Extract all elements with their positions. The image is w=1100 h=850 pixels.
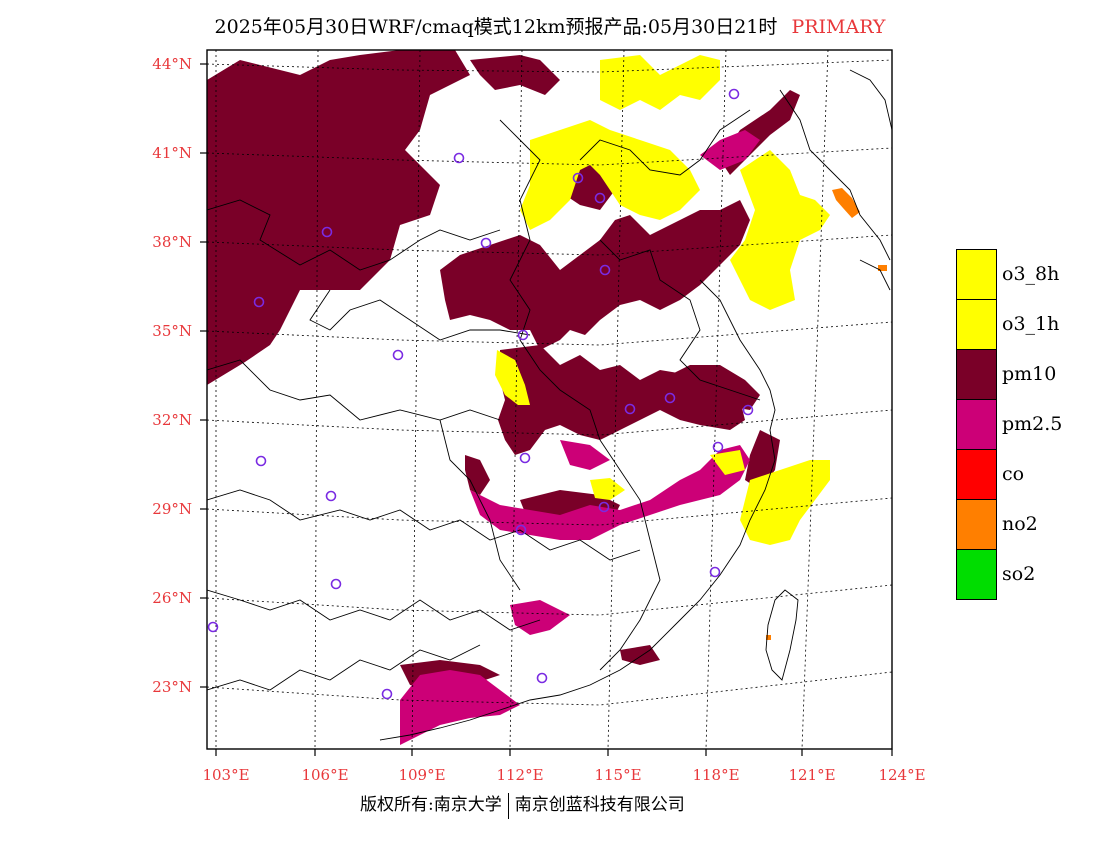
legend-label: co — [1002, 463, 1025, 485]
title-main: 2025年05月30日WRF/cmaq模式12km预报产品:05月30日21时 — [214, 16, 778, 38]
city-marker — [330, 578, 342, 590]
city-marker — [480, 237, 492, 249]
city-marker — [517, 329, 529, 341]
city-marker — [392, 349, 404, 361]
city-marker — [536, 672, 548, 684]
legend-item-pm25: pm2.5 — [956, 399, 1096, 449]
footer-separator — [507, 792, 509, 819]
copyright-footer: 版权所有:南京大学 南京创蓝科技有限公司 — [360, 790, 685, 819]
legend-swatch — [956, 499, 997, 549]
map-frame — [206, 49, 893, 750]
lat-label-38: 38°N — [152, 233, 192, 251]
city-marker — [381, 688, 393, 700]
city-marker — [624, 403, 636, 415]
copyright-left: 版权所有:南京大学 — [360, 795, 502, 815]
legend-swatch — [956, 449, 997, 499]
city-marker — [709, 566, 721, 578]
lon-label-109: 109°E — [398, 766, 446, 784]
map-title: 2025年05月30日WRF/cmaq模式12km预报产品:05月30日21时 P… — [0, 12, 1100, 39]
lat-label-41: 41°N — [152, 144, 192, 162]
city-marker — [742, 404, 754, 416]
title-tag: PRIMARY — [791, 16, 886, 38]
city-marker — [253, 296, 265, 308]
lon-label-106: 106°E — [301, 766, 349, 784]
legend-item-pm10: pm10 — [956, 349, 1096, 399]
legend-item-co: co — [956, 449, 1096, 499]
legend-label: so2 — [1002, 563, 1036, 585]
legend-label: pm10 — [1002, 363, 1057, 385]
legend-swatch — [956, 399, 997, 449]
legend-item-so2: so2 — [956, 549, 1096, 600]
city-markers — [207, 88, 754, 700]
city-marker — [453, 152, 465, 164]
legend: o3_8h o3_1h pm10 pm2.5 co no2 so2 — [956, 249, 1096, 600]
lon-label-103: 103°E — [202, 766, 250, 784]
lon-label-118: 118°E — [692, 766, 740, 784]
legend-swatch — [956, 349, 997, 399]
copyright-right: 南京创蓝科技有限公司 — [514, 795, 685, 815]
city-marker — [321, 226, 333, 238]
city-marker — [712, 441, 724, 453]
lat-label-26: 26°N — [152, 589, 192, 607]
no2-area — [766, 188, 887, 640]
legend-label: no2 — [1002, 513, 1038, 535]
lat-label-23: 23°N — [152, 678, 192, 696]
lat-label-44: 44°N — [152, 55, 192, 73]
city-marker — [599, 264, 611, 276]
lon-label-124: 124°E — [878, 766, 926, 784]
lat-label-35: 35°N — [152, 322, 192, 340]
lat-label-32: 32°N — [152, 411, 192, 429]
axis-ticks — [200, 63, 893, 756]
lon-label-115: 115°E — [594, 766, 642, 784]
pm25-area — [400, 130, 760, 745]
city-marker — [572, 172, 584, 184]
city-marker — [594, 192, 606, 204]
lon-label-112: 112°E — [496, 766, 544, 784]
lon-label-121: 121°E — [788, 766, 836, 784]
boundary-lines — [207, 69, 892, 741]
city-marker — [728, 88, 740, 100]
city-marker — [519, 452, 531, 464]
city-marker — [255, 455, 267, 467]
city-marker — [598, 501, 610, 513]
legend-label: pm2.5 — [1002, 413, 1063, 435]
legend-swatch — [956, 249, 997, 299]
legend-swatch — [956, 549, 997, 600]
city-marker — [207, 621, 219, 633]
city-marker — [515, 524, 527, 536]
city-marker — [664, 392, 676, 404]
legend-item-o3-1h: o3_1h — [956, 299, 1096, 349]
legend-label: o3_1h — [1002, 313, 1060, 335]
legend-item-no2: no2 — [956, 499, 1096, 549]
legend-swatch — [956, 299, 997, 349]
legend-item-o3-8h: o3_8h — [956, 249, 1096, 299]
o3-area — [495, 55, 830, 545]
lat-label-29: 29°N — [152, 500, 192, 518]
city-marker — [325, 490, 337, 502]
legend-label: o3_8h — [1002, 263, 1060, 285]
graticule — [207, 50, 892, 749]
